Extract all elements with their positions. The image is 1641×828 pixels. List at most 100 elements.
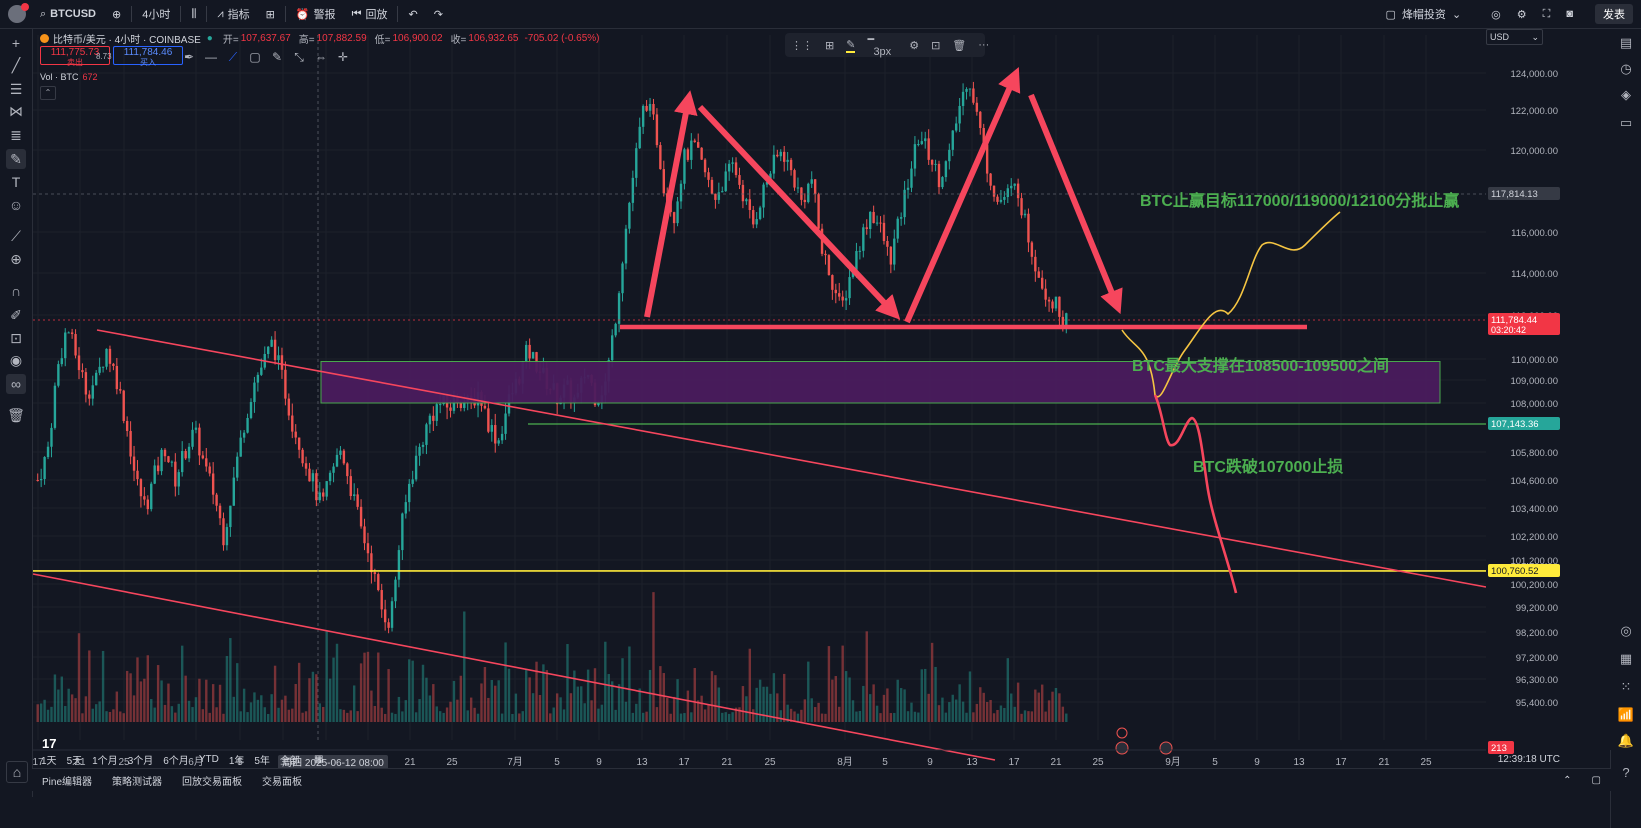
layout-name-button[interactable]: ▢ 烽帽投资 ⌄ (1378, 0, 1470, 28)
cross-icon[interactable]: ✛ (337, 50, 349, 64)
range-3m[interactable]: 3个月 (127, 755, 154, 767)
range-1m[interactable]: 1个月 (92, 755, 118, 767)
compare-button[interactable]: ⊕ (104, 0, 129, 28)
range-1y[interactable]: 1年 (228, 755, 245, 767)
path-icon[interactable]: ⟋ (228, 50, 238, 64)
template-icon[interactable]: ⊞ (825, 39, 835, 52)
candle (934, 163, 937, 165)
line-icon[interactable]: — (205, 50, 217, 64)
candle (125, 420, 129, 432)
volume-bar (930, 642, 934, 722)
volume-bar (580, 686, 583, 722)
lock-icon[interactable]: ⊡ (10, 330, 22, 346)
chart-type-button[interactable]: ⫼ (183, 0, 204, 28)
target-icon[interactable]: ◎ (1620, 623, 1632, 638)
maximize-panel-icon[interactable]: ▢ (1591, 774, 1601, 786)
clock-label[interactable]: 12:39:18 UTC (1497, 753, 1560, 765)
line-width-button[interactable]: ━ 3px (867, 33, 892, 58)
layers-icon[interactable]: ◈ (1621, 87, 1631, 102)
crosshair-icon[interactable]: + (11, 35, 21, 51)
tab-pine-editor[interactable]: Pine编辑器 (42, 776, 93, 788)
candle (236, 456, 239, 478)
pattern-icon[interactable]: ⋈ (9, 103, 23, 119)
time-tick-label: 9 (596, 757, 602, 768)
price-marker-label: 213 (1491, 743, 1507, 754)
brush-icon[interactable]: ✎ (6, 149, 26, 169)
volume-bar (710, 671, 714, 722)
candle (170, 461, 174, 463)
sell-button[interactable]: 111,775.73 卖出 (40, 46, 110, 67)
signal-icon[interactable]: 📶 (1617, 707, 1635, 722)
text-icon[interactable]: T (11, 174, 21, 190)
range-ytd[interactable]: YTD (198, 753, 219, 765)
screenshot-button[interactable]: ◙ (1558, 0, 1581, 28)
symbol-search[interactable]: ⌕ BTCUSD (32, 0, 104, 28)
zoom-icon[interactable]: ⊕ (10, 251, 22, 267)
collapse-legend-button[interactable]: ⌃ (40, 86, 56, 100)
trash-icon[interactable]: 🗑 (7, 407, 25, 423)
replay-button[interactable]: ⏮ 回放 (344, 0, 396, 28)
measure-icon[interactable]: ⤡ (294, 50, 304, 64)
fib-icon[interactable]: ≣ (10, 127, 22, 143)
bell-icon[interactable]: 🔔 (1617, 733, 1635, 748)
range-icon[interactable]: ⇔ (315, 50, 327, 64)
range-6m[interactable]: 6个月 (163, 755, 189, 767)
settings-gear-icon[interactable]: ⚙ (909, 39, 920, 52)
horizontal-lines-icon[interactable]: ☰ (9, 81, 23, 97)
volume-bar (693, 668, 696, 722)
fullscreen-button[interactable]: ⛶ (1535, 0, 1559, 28)
candle (617, 293, 621, 324)
eye-icon[interactable]: ◉ (9, 352, 23, 368)
volume-bar (783, 673, 786, 722)
avatar[interactable] (8, 3, 29, 23)
delete-icon[interactable]: 🗑 (952, 39, 967, 52)
undo-button[interactable]: ↶ (400, 0, 425, 28)
help-icon[interactable]: ? (1622, 765, 1630, 780)
magnet-icon[interactable]: ∩ (10, 283, 22, 299)
layouts-button[interactable]: ⊞ (258, 0, 283, 28)
volume-bar (387, 669, 390, 722)
candle (215, 494, 218, 506)
collapse-panel-icon[interactable]: ⌃ (1563, 774, 1572, 786)
calendar-icon[interactable]: ▦ (1619, 651, 1633, 666)
buy-button[interactable]: 111,784.46 买入 (113, 46, 183, 67)
chat-icon[interactable]: ▭ (1619, 115, 1633, 130)
lock-drawing-icon[interactable]: ✐ (10, 307, 22, 323)
range-all[interactable]: 全部 (279, 755, 300, 767)
redo-button[interactable]: ↷ (426, 0, 451, 28)
clock-icon[interactable]: ◷ (1620, 61, 1632, 76)
interval-button[interactable]: 4小时 (142, 9, 171, 21)
trendline-icon[interactable]: ╱ (11, 57, 21, 73)
quick-search-button[interactable]: ◎ (1483, 0, 1509, 28)
settings-button[interactable]: ⚙ (1509, 0, 1535, 28)
publish-button[interactable]: 发表 (1595, 4, 1633, 24)
brush-tool-icon[interactable]: ✎ (271, 50, 283, 64)
apps-icon[interactable]: ⁙ (1620, 679, 1632, 694)
drag-handle-icon[interactable]: ⋮⋮ (791, 39, 813, 52)
watchlist-icon[interactable]: ▤ (1619, 35, 1633, 50)
emoji-icon[interactable]: ☺ (8, 197, 24, 213)
range-1d[interactable]: 1天 (41, 755, 57, 767)
range-5y[interactable]: 5年 (254, 755, 270, 767)
goto-date-icon[interactable]: ▦ (313, 753, 324, 765)
tab-trading-panel[interactable]: 交易面板 (262, 776, 303, 788)
alert-button[interactable]: ⏰ 警报 (288, 0, 344, 28)
link-icon[interactable]: ∞ (6, 374, 26, 394)
price-axis[interactable]: 124,000.00 122,000.00 120,000.00 116,000.00… (1486, 29, 1611, 754)
ruler-icon[interactable]: ⟋ (11, 228, 21, 244)
tab-replay-trading[interactable]: 回放交易面板 (182, 776, 243, 788)
time-axis[interactable]: 17 21 25 6月 5 9 13 17 21 25 7月 5 9 13 17 21 25 8月 5 9 13 17 21… (32, 749, 1486, 770)
currency-select[interactable]: USD ⌄ (1486, 29, 1543, 45)
more-icon[interactable]: ··· (978, 39, 990, 51)
lock-tool-icon[interactable]: ⊡ (931, 39, 941, 52)
indicators-button[interactable]: ⩘ 指标 (209, 0, 257, 28)
candle (810, 179, 813, 184)
pen-icon[interactable]: ✒ (183, 50, 195, 64)
tab-strategy-tester[interactable]: 策略测试器 (112, 776, 163, 788)
rectangle-icon[interactable]: ▢ (249, 50, 261, 64)
volume-bar (566, 644, 569, 722)
range-5d[interactable]: 5天 (66, 755, 83, 767)
object-tree-icon[interactable]: ⌂ (6, 761, 28, 783)
color-pen-icon[interactable]: ✎ (846, 38, 856, 53)
